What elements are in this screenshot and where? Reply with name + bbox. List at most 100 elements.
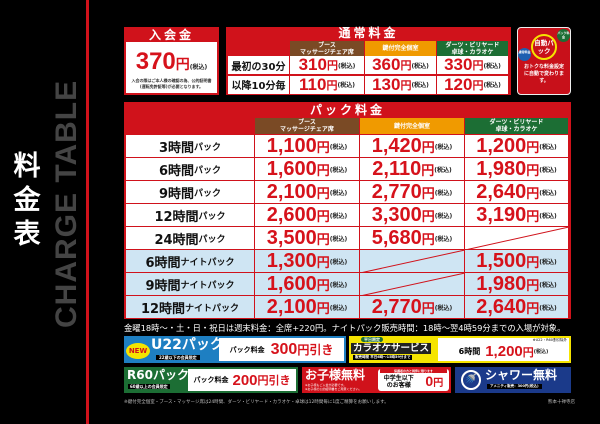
karaoke-hours: 6時間 [458,347,481,356]
tax-label: (税込) [539,143,557,151]
kids-price: 0 [425,373,434,389]
price-value: 1,980 [476,158,527,180]
pack-type: ナイトパック [180,280,235,291]
tax-label: (税込) [329,166,348,174]
pack-hours: 6時間 [158,163,195,179]
yen-label: 円 [326,60,338,72]
yen-label: 円 [526,139,540,155]
store-name: 熊本十禅寺店 [548,400,575,405]
price-cell: 120 円 (税込) [437,75,509,95]
yen-label: 円 [421,162,435,178]
kids-label: 中学生以下 のお客様 [383,375,414,389]
yen-label: 円 [472,60,484,72]
price-value: 2,770 [371,181,422,203]
auto-pack-text: おトクな料金設定に自動で変わります。 [524,64,565,84]
yen-label: 円 [316,185,330,201]
karaoke-price: 1,200 [485,343,523,360]
price-value: 330 [444,56,473,74]
entrance-note: 入会の際はご本人様の確認の為、公的証明書(運転免許証等)が必要となります。 [131,78,212,89]
yen-label: 円 [526,162,540,178]
yen-label: 円 [421,185,435,201]
price-value: 120 [444,75,473,94]
price-value: 130 [372,75,401,94]
yen-label: 円 [316,208,330,224]
regular-title: 通常料金 [226,27,511,40]
tax-label: (税込) [434,143,453,151]
tax-label: (税込) [539,212,557,220]
pack-fee-table: パック料金 ブース マッサージチェア席 鍵付完全個室 ダーツ・ビリヤード 卓球・カラ… [124,102,571,319]
price-cell: 330 円 (税込) [437,56,509,75]
tax-label: (税込) [483,62,501,70]
price-cell: 2,100 円 (税込) [255,296,360,319]
price-cell: 1,980 円 (税込) [465,158,569,181]
shower-free-promo: 🚿 シャワー無料 アメニティ販売：300円(税込) [455,367,571,393]
yen-label: 円 [316,162,330,178]
tax-label: (税込) [329,258,348,266]
weekend-notice: 金曜18時〜・土・日・祝日は週末料金：全席+220円。ナイトパック販売時間：18… [124,323,566,333]
price-value: 3,500 [266,227,317,249]
yen-label: 円 [316,300,330,316]
column-header: ダーツ・ビリヤード 卓球・カラオケ [437,41,508,56]
yen-label: 円 [316,231,330,247]
pack-label: 24時間 パック [126,227,255,250]
entrance-price: 370 [135,48,176,75]
price-cell: 2,770 円 (税込) [360,181,465,204]
yen-label: 円 [421,231,435,247]
price-cell: 1,420 円 (税込) [360,135,465,158]
price-value: 1,600 [266,273,317,295]
yen-label: 円 [421,300,435,316]
r60-suffix: 引き [268,375,291,387]
price-value: 3,190 [476,204,527,226]
column-header: ブース マッサージチェア席 [290,41,364,56]
price-cell: 110 円 (税込) [290,75,365,95]
pack-label: 6時間 パック [126,158,255,181]
karaoke-sub: 販売時間 平日6時〜15時59分まで [353,355,413,360]
price-cell: 2,640 円 (税込) [465,296,569,319]
tax-label: (税込) [411,82,429,89]
yen-label: 円 [522,346,534,359]
yen-label: 円 [316,254,330,270]
price-value: 1,200 [476,135,527,157]
entrance-fee-box: 入会金 370円(税込) 入会の際はご本人様の確認の為、公的証明書(運転免許証等… [124,27,219,95]
price-cell: 1,600 円 (税込) [255,273,360,296]
price-cell: 2,640 円 (税込) [465,181,569,204]
row-label: 以降10分毎 [228,75,290,95]
pack-type: パック [194,142,222,153]
yen-label: 円 [175,56,190,72]
kids-title: お子様無料 [305,368,366,382]
pack-hours: 12時間 [154,209,199,225]
pack-type: パック [194,165,222,176]
karaoke-promo: 平日限定 カラオケサービス 販売時間 平日6時〜15時59分まで ※U22・R6… [349,336,571,363]
price-value: 2,770 [371,296,422,318]
price-cell: 1,600 円 (税込) [255,158,360,181]
tax-label: (税込) [539,258,557,266]
price-value: 1,500 [476,250,527,272]
yen-label: 円 [433,378,444,389]
unavailable-slash [360,273,464,295]
tax-label: (税込) [329,212,348,220]
price-value: 2,110 [372,158,422,180]
yen-label: 円 [472,79,484,92]
tax-label: (税込) [329,281,348,289]
price-cell: 1,200 円 (税込) [465,135,569,158]
regular-fee-table: 通常料金 ブース マッサージチェア席 鍵付完全個室 ダーツ・ビリヤード 卓球・カラオ… [226,27,511,95]
empty-cell [465,227,569,250]
price-value: 2,100 [266,296,317,318]
price-cell: 310 円 (税込) [290,56,365,75]
kids-tag: 保護者の方と同伴に限ります [380,369,447,373]
karaoke-title: カラオケサービス [351,343,432,354]
tax-label: (税込) [434,304,453,312]
yen-label: 円 [400,79,412,92]
yen-label: 円 [316,139,330,155]
pack-hours: 3時間 [158,140,195,156]
tax-label: (税込) [337,82,355,89]
unavailable-slash [360,250,464,272]
empty-cell [360,250,465,273]
tax-label: (税込) [434,235,453,243]
column-header: ブース マッサージチェア席 [255,118,359,134]
pack-tag: パック料金 [557,29,570,42]
column-header: 鍵付完全個室 [365,41,436,56]
yen-label: 円 [400,60,412,72]
yen-label: 円 [316,277,330,293]
price-value: 1,600 [266,158,317,180]
